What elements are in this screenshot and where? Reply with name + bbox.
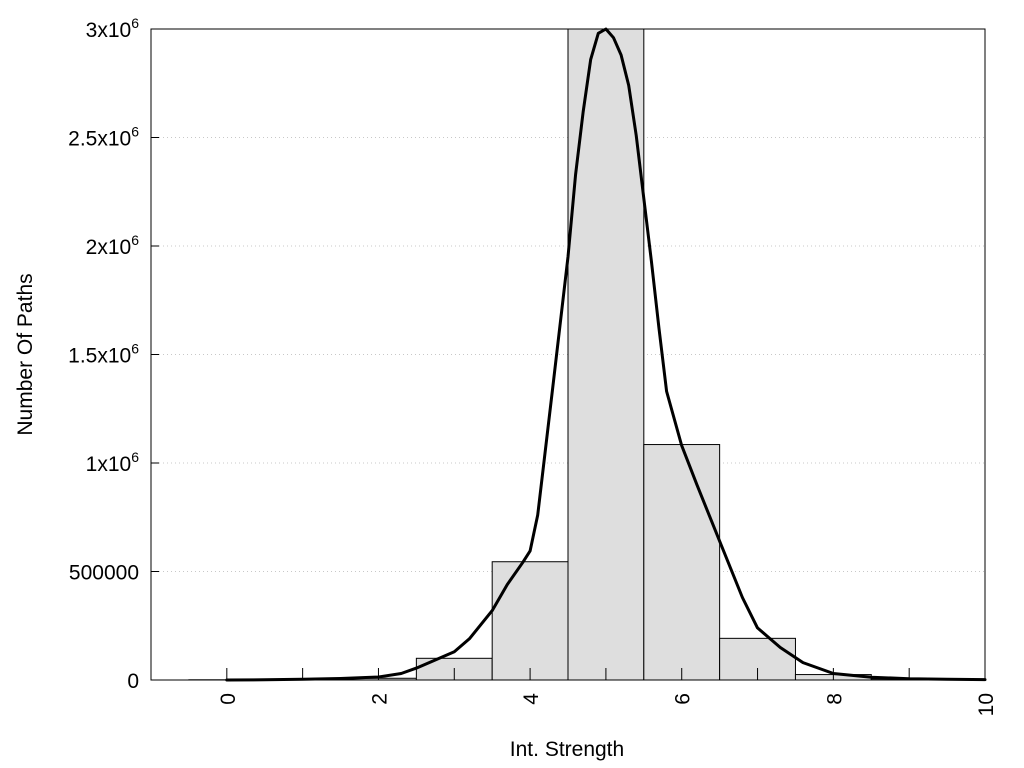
y-tick-label: 0 (127, 670, 139, 693)
y-tick-label: 1.5x106 (68, 341, 139, 368)
y-tick-labels: 0 500000 1x106 1.5x106 2x106 2.5x106 3x106 (68, 15, 139, 693)
x-tick-label: 10 (975, 693, 998, 716)
axis-ticks (151, 28, 986, 681)
x-tick-label: 8 (823, 693, 846, 705)
fit-curve (225, 27, 987, 682)
histogram-bar (491, 561, 569, 681)
x-tick-label: 2 (368, 693, 391, 705)
fit-curve-group (225, 27, 987, 682)
y-tick-label: 500000 (69, 562, 139, 585)
x-axis-title: Int. Strength (510, 738, 624, 761)
histogram-bar (643, 444, 721, 681)
histogram-bars (188, 28, 948, 681)
x-tick-label: 0 (217, 693, 240, 705)
y-tick-label: 3x106 (86, 15, 140, 42)
y-tick-label: 2.5x106 (68, 124, 139, 151)
y-axis-title: Number Of Paths (14, 273, 37, 435)
y-tick-label: 1x106 (86, 449, 140, 476)
x-tick-label: 6 (672, 693, 695, 705)
histogram-bar (567, 28, 645, 681)
y-tick-label: 2x106 (86, 232, 140, 259)
x-tick-label: 4 (520, 693, 543, 705)
x-tick-labels: 0 2 4 6 8 10 (217, 693, 998, 717)
